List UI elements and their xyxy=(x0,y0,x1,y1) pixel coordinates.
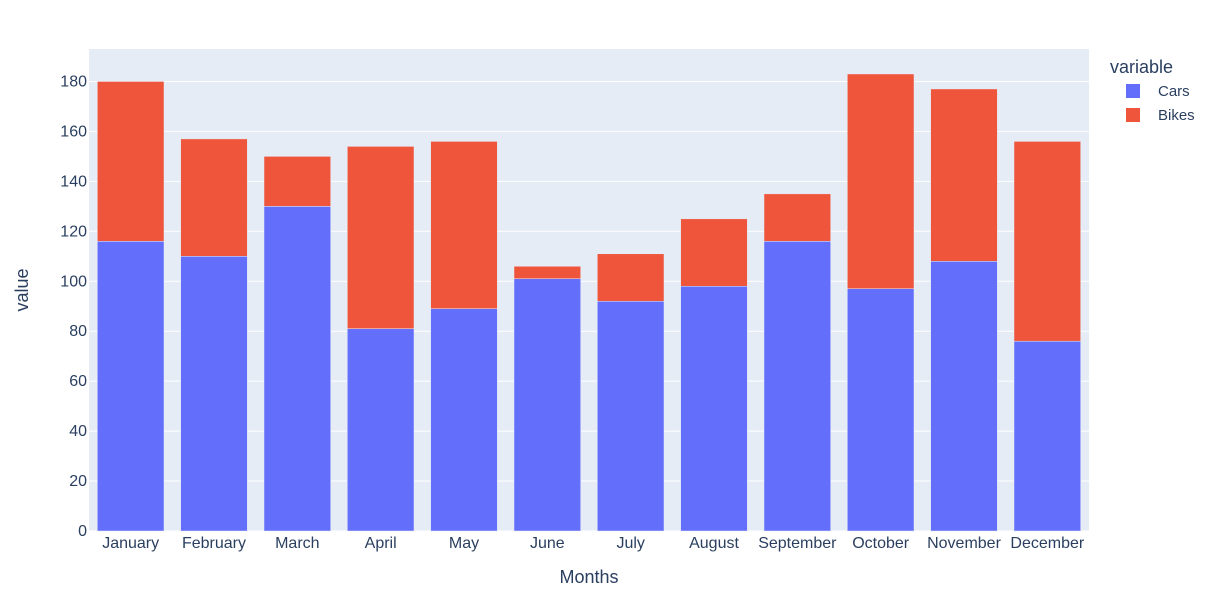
bar-bikes-april xyxy=(347,146,415,329)
bar-cars-march xyxy=(263,206,331,532)
legend: variable Cars Bikes xyxy=(1110,57,1195,124)
x-tick-label: September xyxy=(758,535,837,552)
bar-cars-august xyxy=(680,286,748,532)
bar-bikes-may xyxy=(430,141,498,309)
y-tick-label: 0 xyxy=(78,523,87,540)
bar-bikes-july xyxy=(597,253,665,302)
y-tick-label: 160 xyxy=(60,123,87,140)
bar-bikes-march xyxy=(263,156,331,207)
x-axis-title: Months xyxy=(559,567,618,587)
bar-bikes-october xyxy=(847,73,915,290)
y-axis-ticks: 0 20 40 60 80 100 120 140 160 180 xyxy=(60,73,87,540)
bar-cars-december xyxy=(1013,340,1081,532)
x-tick-label: February xyxy=(182,535,246,552)
bar-bikes-june xyxy=(513,266,581,280)
legend-swatch-bikes[interactable] xyxy=(1126,108,1140,122)
bar-cars-july xyxy=(597,300,665,532)
x-axis-ticks: January February March April May June July Augu… xyxy=(102,535,1085,552)
x-tick-label: July xyxy=(616,535,644,552)
x-tick-label: May xyxy=(449,535,479,552)
legend-title: variable xyxy=(1110,57,1173,77)
bar-cars-february xyxy=(180,256,248,532)
x-tick-label: March xyxy=(275,535,319,552)
bar-cars-november xyxy=(930,261,998,532)
bar-bikes-january xyxy=(97,81,165,242)
y-tick-label: 60 xyxy=(69,373,87,390)
x-tick-label: December xyxy=(1010,535,1084,552)
bars xyxy=(97,73,1081,532)
y-tick-label: 20 xyxy=(69,473,87,490)
y-tick-label: 80 xyxy=(69,323,87,340)
bar-cars-may xyxy=(430,308,498,532)
y-tick-label: 140 xyxy=(60,173,87,190)
bar-bikes-september xyxy=(763,193,831,242)
legend-label-cars[interactable]: Cars xyxy=(1158,83,1190,100)
bar-bikes-august xyxy=(680,218,748,287)
bar-cars-june xyxy=(513,278,581,532)
y-tick-label: 40 xyxy=(69,423,87,440)
y-tick-label: 100 xyxy=(60,273,87,290)
legend-label-bikes[interactable]: Bikes xyxy=(1158,107,1195,124)
x-tick-label: January xyxy=(102,535,159,552)
legend-items: Cars Bikes xyxy=(1126,83,1195,124)
bar-bikes-february xyxy=(180,138,248,257)
x-tick-label: November xyxy=(927,535,1001,552)
bar-cars-january xyxy=(97,241,165,532)
legend-swatch-cars[interactable] xyxy=(1126,84,1140,98)
y-tick-label: 120 xyxy=(60,223,87,240)
x-tick-label: October xyxy=(852,535,910,552)
gridlines xyxy=(89,80,1089,532)
x-tick-label: June xyxy=(530,535,565,552)
x-tick-label: April xyxy=(365,535,397,552)
bar-cars-october xyxy=(847,288,915,532)
x-tick-label: August xyxy=(689,535,739,552)
bar-cars-september xyxy=(763,241,831,532)
bar-cars-april xyxy=(347,328,415,532)
plot-area xyxy=(89,49,1089,531)
bar-bikes-november xyxy=(930,88,998,262)
bar-bikes-december xyxy=(1013,141,1081,342)
y-tick-label: 180 xyxy=(60,73,87,90)
y-axis-title: value xyxy=(12,268,32,311)
